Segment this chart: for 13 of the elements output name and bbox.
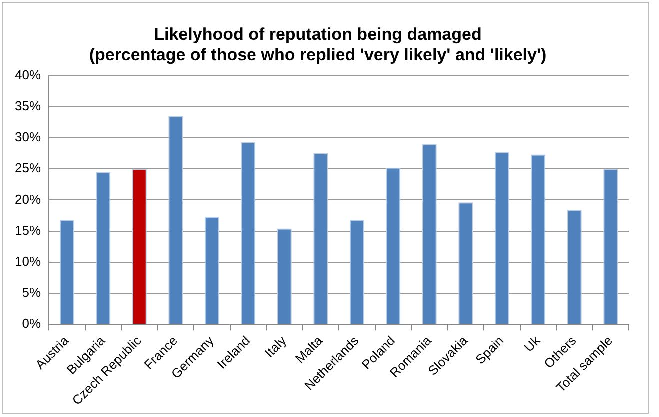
y-tick-label: 5% — [22, 285, 42, 300]
text: (percentage of those who replied 'very likely' and 'likely') — [89, 45, 547, 64]
x-tick-label: Italy — [262, 332, 290, 361]
y-tick-label: 0% — [22, 316, 42, 332]
y-tick-label: 35% — [14, 98, 42, 114]
y-tick-label: 25% — [14, 160, 42, 176]
y-tick-label: 10% — [14, 254, 42, 269]
text: Likelyhood of reputation being damaged — [154, 24, 482, 44]
x-tick-label: Uk — [521, 332, 544, 355]
y-tick-label: 40% — [14, 67, 42, 82]
y-tick-label: 15% — [14, 222, 42, 238]
y-tick-label: 20% — [14, 192, 42, 207]
y-tick-label: 30% — [14, 130, 42, 145]
